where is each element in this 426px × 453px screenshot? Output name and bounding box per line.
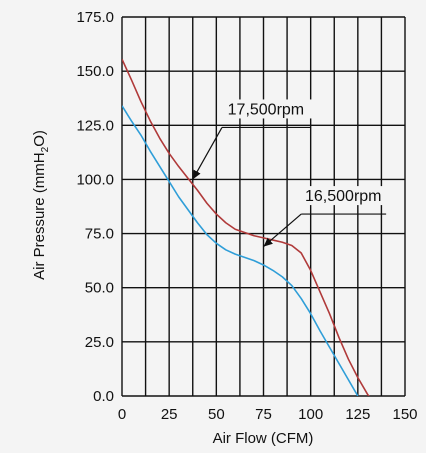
- x-tick-label: 0: [118, 406, 126, 423]
- tick-labels: 0 25 50 75 100 125 150 0.0 25.0 50.0 75.0 100.0 125.…: [76, 9, 417, 423]
- y-tick-label: 100.0: [76, 171, 114, 188]
- y-axis-title: Air Pressure (mmH2O): [31, 130, 51, 280]
- y-tick-label: 50.0: [85, 280, 114, 297]
- y-tick-label: 25.0: [85, 334, 114, 351]
- annotation-label-bg: [303, 186, 389, 206]
- x-tick-label: 100: [298, 406, 323, 423]
- annotation-label: 17,500rpm: [228, 101, 304, 118]
- annotation-arrow: [192, 127, 223, 180]
- x-tick-label: 125: [345, 406, 370, 423]
- y-axis-title-sub: 2: [40, 146, 51, 152]
- y-axis-title-end: O): [31, 130, 48, 147]
- annotation-arrow: [263, 213, 302, 248]
- x-tick-label: 150: [392, 406, 417, 423]
- y-tick-label: 0.0: [93, 388, 114, 405]
- annotation-label: 16,500rpm: [305, 188, 382, 205]
- x-tick-label: 75: [255, 406, 272, 423]
- series-layer: [122, 58, 370, 396]
- annotation-1: 17,500rpm: [192, 99, 313, 180]
- y-tick-label: 175.0: [76, 9, 114, 26]
- x-tick-label: 25: [161, 406, 178, 423]
- annotation-label-bg: [225, 99, 313, 119]
- grid: [121, 16, 406, 397]
- annotation-layer: 17,500rpm 16,500rpm: [192, 99, 389, 248]
- y-tick-label: 125.0: [76, 117, 114, 134]
- y-tick-label: 150.0: [76, 63, 114, 80]
- x-tick-label: 50: [208, 406, 225, 423]
- annotation-2: 16,500rpm: [263, 186, 389, 248]
- y-tick-label: 75.0: [85, 226, 114, 243]
- x-axis-title: Air Flow (CFM): [213, 430, 314, 447]
- series-line-2: [122, 105, 359, 396]
- series-line-1: [122, 58, 370, 396]
- y-axis-title-main: Air Pressure (mmH: [31, 152, 48, 280]
